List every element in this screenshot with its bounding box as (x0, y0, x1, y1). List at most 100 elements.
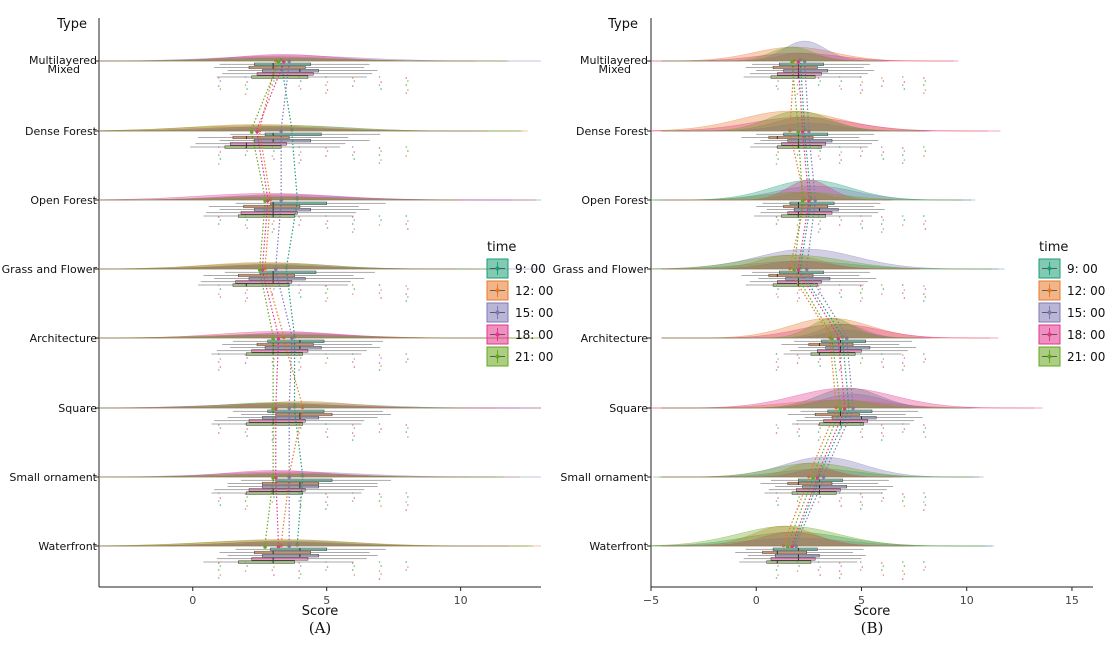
rain-point (298, 432, 300, 434)
rain-point (325, 285, 327, 287)
mean-connector (261, 270, 280, 337)
rain-point (407, 296, 409, 298)
rain-point (817, 431, 820, 433)
mean-connector (264, 270, 285, 337)
category-label: Dense Forest (25, 125, 98, 138)
box (270, 547, 327, 551)
rain-point (880, 439, 883, 441)
category-label: Grass and Flower (553, 263, 649, 276)
rain-point (351, 500, 354, 502)
rain-point (923, 300, 925, 302)
rain-point (217, 424, 220, 426)
rain-point (271, 231, 274, 233)
mean-connector (251, 62, 280, 130)
box (262, 485, 319, 489)
x-tick-label: 10 (960, 594, 974, 607)
rain-point (271, 569, 274, 571)
mean-connector (808, 132, 816, 199)
rain-point (353, 435, 356, 437)
rain-point (777, 88, 779, 90)
panel-label: (A) (309, 619, 332, 637)
rain-point (903, 150, 906, 152)
rain-point (924, 220, 927, 222)
category-row (98, 193, 541, 233)
rain-point (219, 574, 222, 576)
rain-point (405, 285, 408, 287)
mean-point (276, 544, 281, 549)
rain-point (819, 158, 821, 160)
rain-point (325, 223, 327, 225)
rain-point (924, 80, 927, 82)
density-cloud (98, 334, 541, 339)
rain-point (775, 577, 778, 579)
density-cloud (661, 399, 963, 409)
mean-connector (801, 132, 810, 199)
rain-point (217, 293, 220, 295)
density-cloud (99, 473, 504, 478)
box (267, 339, 325, 343)
box (267, 409, 325, 413)
box (262, 69, 319, 73)
mean-point (276, 60, 281, 64)
rain-point (299, 219, 302, 221)
rain-point (901, 423, 904, 425)
rain-point (326, 150, 329, 152)
rain-point (244, 508, 247, 510)
category-row (98, 401, 541, 441)
rain-point (798, 297, 800, 299)
rain-point (903, 357, 906, 359)
rain-point (817, 155, 820, 157)
rain-point (882, 565, 885, 567)
mean-connector (291, 132, 298, 199)
mean-point (830, 337, 834, 341)
rain-point (405, 492, 408, 494)
mean-connector (806, 201, 816, 268)
rain-point (244, 500, 247, 502)
rain-point (244, 493, 247, 495)
rain-point (901, 354, 904, 356)
rain-point (405, 223, 408, 225)
box (248, 419, 306, 423)
rain-point (325, 493, 327, 495)
rain-point (351, 146, 354, 148)
rain-point (351, 284, 354, 286)
mean-connector (789, 270, 831, 337)
rain-point (407, 80, 409, 82)
mean-connector (799, 270, 844, 337)
rain-point (378, 362, 381, 364)
rain-point (777, 296, 779, 298)
box (810, 352, 856, 356)
rain-point (923, 424, 925, 426)
rain-point (351, 439, 354, 441)
rain-point (796, 292, 799, 294)
rain-point (325, 501, 327, 503)
rain-point (859, 292, 862, 294)
rain-point (273, 158, 275, 160)
rain-point (777, 288, 779, 290)
rain-point (880, 562, 883, 564)
rain-point (901, 162, 904, 164)
rain-point (353, 151, 356, 153)
density-cloud (651, 387, 1043, 409)
rain-point (380, 297, 382, 299)
rain-point (217, 500, 220, 502)
rain-point (880, 424, 883, 426)
legend-key-point (1047, 354, 1052, 359)
rain-point (246, 81, 248, 83)
rain-point (299, 80, 302, 82)
rain-point (817, 77, 820, 79)
rain-point (219, 366, 222, 368)
rain-point (353, 427, 356, 429)
mean-connector (293, 409, 304, 476)
box (254, 550, 311, 555)
rain-point (923, 492, 925, 494)
box (787, 481, 833, 486)
rain-point (817, 439, 820, 441)
rain-point (861, 150, 864, 152)
rain-point (244, 423, 247, 425)
mean-connector (251, 132, 266, 199)
rain-point (901, 224, 904, 226)
rain-point (217, 154, 220, 156)
rain-point (405, 501, 408, 503)
rain-point (903, 496, 906, 498)
